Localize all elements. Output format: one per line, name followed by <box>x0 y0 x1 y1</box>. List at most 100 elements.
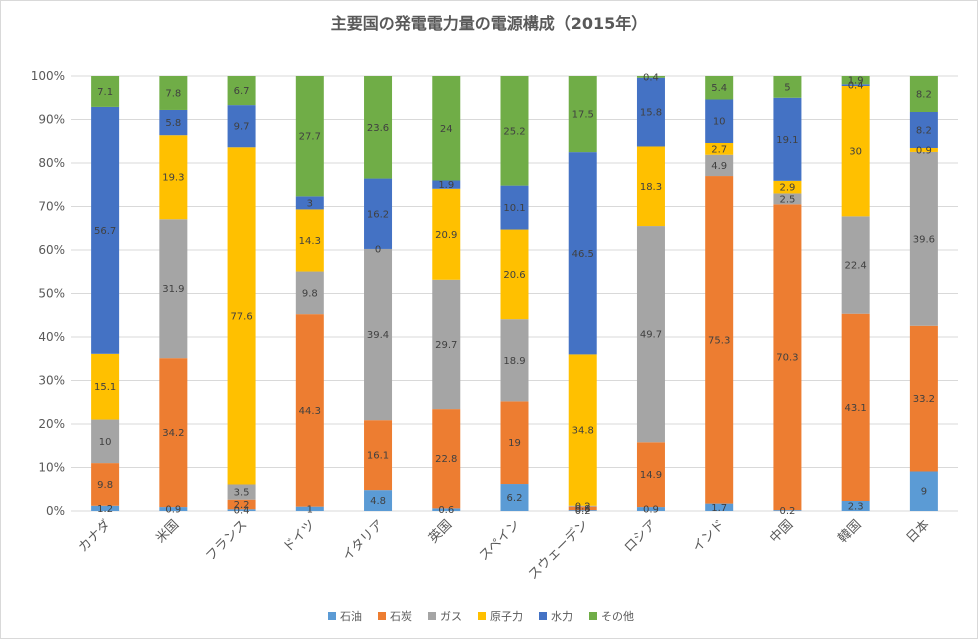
bar-segment <box>500 319 529 402</box>
bar-segment <box>295 209 324 272</box>
x-category-label: 中国 <box>767 517 796 546</box>
bar-segment <box>91 419 120 464</box>
x-category-label: 英国 <box>426 517 455 546</box>
data-label: 15.8 <box>640 108 662 119</box>
x-category-label: 米国 <box>153 517 182 546</box>
data-label: 18.9 <box>503 356 525 367</box>
x-category-label: イタリア <box>340 517 387 564</box>
data-label: 0.4 <box>848 81 864 92</box>
bar-segment <box>841 76 870 85</box>
bar-segment <box>227 105 256 148</box>
data-label: 43.1 <box>845 403 867 414</box>
bar-segment <box>500 76 529 186</box>
y-tick-label: 100% <box>31 69 65 83</box>
data-label: 70.3 <box>776 353 798 364</box>
y-tick-label: 10% <box>38 461 65 475</box>
bar-segment <box>636 146 665 227</box>
legend-label: 石油 <box>340 609 362 623</box>
legend-label: ガス <box>440 610 462 623</box>
data-label: 16.1 <box>367 451 389 462</box>
bar-segment <box>773 76 802 98</box>
legend-label: その他 <box>601 610 634 623</box>
data-label: 3 <box>307 198 313 209</box>
data-label: 14.9 <box>640 470 662 481</box>
data-label: 39.6 <box>913 234 935 245</box>
data-label: 46.5 <box>572 249 594 260</box>
bar-segment <box>159 219 188 359</box>
data-label: 24 <box>440 124 453 135</box>
y-tick-label: 80% <box>38 156 65 170</box>
data-label: 2.9 <box>779 183 795 194</box>
data-label: 75.3 <box>708 335 730 346</box>
y-tick-label: 50% <box>38 287 65 301</box>
bar-segment <box>705 142 734 155</box>
legend-swatch <box>539 612 547 620</box>
data-label: 44.3 <box>299 406 321 417</box>
bar-segment <box>227 484 256 500</box>
data-label: 3.5 <box>234 488 250 499</box>
bar-segment <box>705 503 734 511</box>
bar-segment <box>705 99 734 143</box>
bars-layer <box>91 76 938 511</box>
data-label: 0.9 <box>916 145 932 156</box>
bar-segment <box>227 509 256 511</box>
legend-label: 原子力 <box>490 610 523 623</box>
legend-swatch <box>378 612 386 620</box>
bar-segment <box>909 471 938 511</box>
bar-segment <box>91 353 120 420</box>
data-label: 31.9 <box>162 284 184 295</box>
data-label: 5.4 <box>711 83 727 94</box>
data-label: 1.9 <box>848 76 864 87</box>
y-tick-label: 70% <box>38 200 65 214</box>
bar-segment <box>91 76 120 107</box>
bar-segment <box>432 76 461 181</box>
bar-segment <box>364 178 393 249</box>
data-label: 5 <box>784 82 790 93</box>
data-label: 49.7 <box>640 330 662 341</box>
bar-segment <box>773 510 802 511</box>
data-label: 0.4 <box>234 506 250 517</box>
data-label: 5.8 <box>165 118 181 129</box>
data-label: 29.7 <box>435 340 457 351</box>
bar-segment <box>500 484 529 511</box>
x-category-label: カナダ <box>76 517 114 555</box>
data-label: 19 <box>508 438 521 449</box>
data-label: 0.9 <box>643 505 659 516</box>
bar-segment <box>841 84 870 86</box>
legend-label: 石炭 <box>390 610 412 623</box>
data-label: 0.2 <box>575 502 591 513</box>
bar-segment <box>432 188 461 280</box>
bar-segment <box>91 106 120 354</box>
data-label: 7.1 <box>97 87 113 98</box>
bar-segment <box>909 76 938 112</box>
data-label: 17.5 <box>572 110 594 121</box>
bar-segment <box>364 248 393 421</box>
bar-segment <box>636 226 665 443</box>
bar-segment <box>841 216 870 314</box>
y-axis-ticks: 0% 10% 20% 30% 40% 50% 60% 70% 80% 90% 100% <box>31 69 65 518</box>
data-label: 23.6 <box>367 123 389 134</box>
bar-segment <box>295 314 324 507</box>
bar-segment <box>841 501 870 511</box>
data-label: 34.2 <box>162 428 184 439</box>
data-label: 19.1 <box>776 135 798 146</box>
bar-segment <box>909 151 938 326</box>
bar-segment <box>91 463 120 506</box>
bar-segment <box>295 76 324 197</box>
bar-segment <box>773 180 802 194</box>
data-label: 7.8 <box>165 88 181 99</box>
data-label: 2.3 <box>848 502 864 513</box>
x-category-label: フランス <box>203 517 250 564</box>
data-label: 6.7 <box>234 86 250 97</box>
y-tick-label: 0% <box>46 504 65 518</box>
bar-segment <box>568 152 597 355</box>
data-label: 39.4 <box>367 330 389 341</box>
legend-swatch <box>478 612 486 620</box>
bar-segment <box>500 401 529 485</box>
x-category-label: 日本 <box>904 517 933 546</box>
data-label: 10.1 <box>503 203 525 214</box>
data-label: 1.2 <box>97 504 113 515</box>
data-label: 1 <box>307 504 313 515</box>
